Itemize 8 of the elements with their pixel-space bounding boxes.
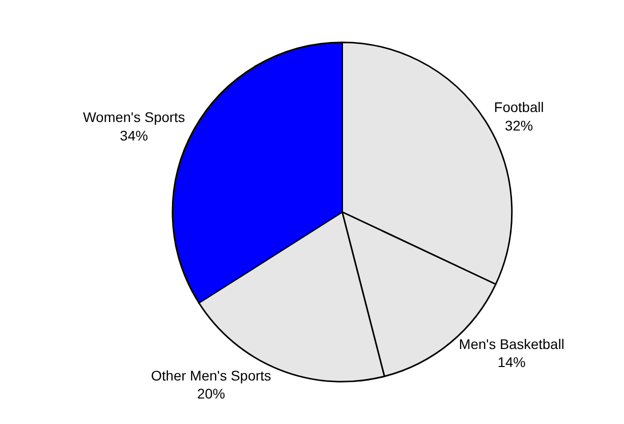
slice-label: Other Men's Sports xyxy=(151,367,272,384)
data-label: 34% xyxy=(120,127,148,144)
slice-label: Football xyxy=(494,99,544,116)
data-label: 20% xyxy=(197,386,226,402)
slice-label: Women's Sports xyxy=(82,109,185,126)
data-label: 32% xyxy=(504,117,533,134)
data-label: 14% xyxy=(498,354,526,370)
slice-label: Men's Basketball xyxy=(458,336,564,352)
